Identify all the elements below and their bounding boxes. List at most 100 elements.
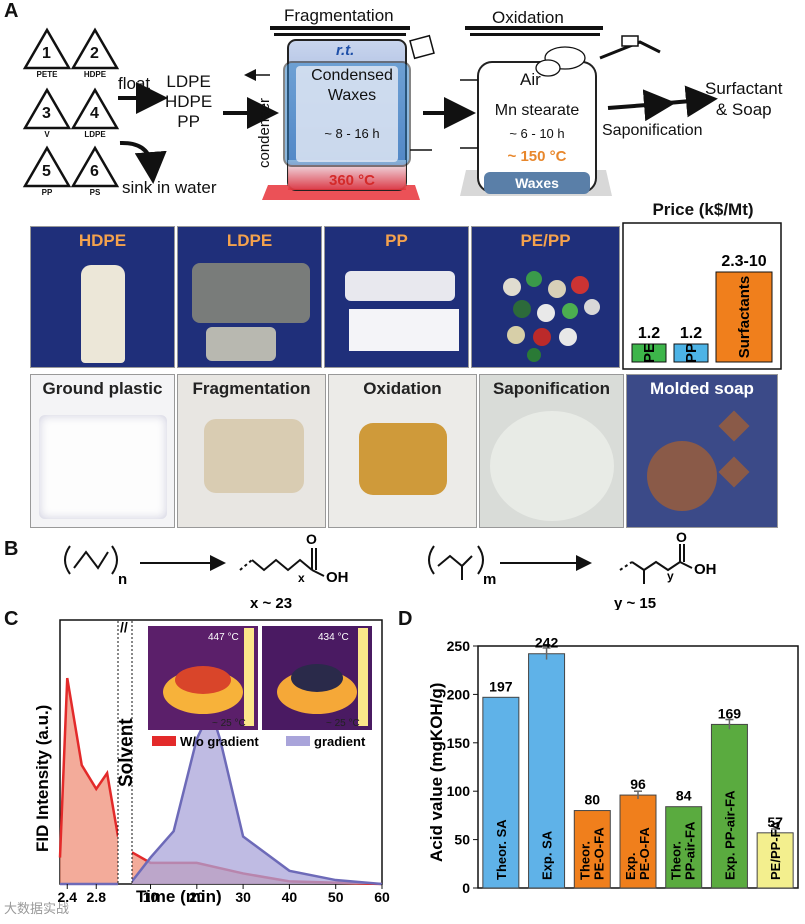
photo-caption: LDPE [226,231,273,250]
photo-caption: PE/PP [520,231,571,250]
acid-bar [619,794,657,889]
photo-caption: Oxidation [363,379,442,398]
oh-1: OH [326,569,349,586]
recycle-triangle-icon [22,27,72,70]
sub-x: x [298,571,305,585]
inset-temp-left-top: 447 °C [208,632,239,643]
process-scheme: 1 2 3 4 5 6 [22,26,718,200]
x-tick-label: 30 [235,889,251,905]
bar-value-label: 80 [584,792,600,808]
frag-text: Condensed Waxes [300,66,404,106]
x-tick-label: 20 [189,889,205,905]
photo-fragmentation: Fragmentation [177,374,326,528]
photo-caption: Molded soap [650,379,754,398]
recycle-triangle-icon [70,145,120,188]
photo-hdpe: HDPE [30,226,175,368]
recycle-code-abbr: HDPE [83,70,107,79]
photo-pepp: PE/PP [471,226,620,368]
fragmentation-title: Fragmentation [284,6,394,25]
photo-ldpe: LDPE [177,226,322,368]
plastic-hdpe: HDPE [165,92,213,111]
acid-bar [573,810,611,889]
ox-catalyst: Mn stearate [494,102,580,119]
recycle-code-number: 2 [90,45,99,62]
photo-pp: PP [324,226,469,368]
ox-air: Air [520,70,541,89]
bar-category-label: Exp.PE-O-FA [623,827,652,880]
sub-n: n [118,571,127,588]
surfactant-line2: & Soap [715,100,772,119]
price-title: Price (k$/Mt) [652,200,754,219]
bar-value-label: 169 [718,705,742,721]
frag-line2: Waxes [327,87,377,104]
recycle-code-number: 5 [42,163,51,180]
photo-saponification: Saponification [479,374,624,528]
saponification-label: Saponification [602,122,703,139]
bar-category-label: Theor.PE-O-FA [577,827,606,880]
recycle-code-number: 4 [90,105,99,122]
photo-caption: PP [385,231,408,250]
price-value: 1.2 [680,325,702,342]
bar-category-label: Exp. PP-air-FA [722,790,737,880]
recycle-symbols: 1 2 3 4 5 6 [22,27,120,188]
acid-bar [710,723,748,889]
acid-bar [482,696,520,889]
y-axis-label: Acid value (mgKOH/g) [427,683,446,862]
y-value: y ~ 15 [614,595,656,610]
surfactant-label: Surfactant & Soap [705,78,783,120]
y-axis-label: FID Intensity (a.u.) [33,705,52,852]
bar-category-label: Exp. SA [540,830,555,880]
y-tick-label: 250 [447,638,471,654]
photo-molded-soap: Molded soap [626,374,778,528]
recycle-triangle-icon [70,27,120,70]
svg-text://: // [120,619,128,635]
photo-caption: Ground plastic [42,379,163,398]
bar-value-label: 197 [489,678,513,694]
watermark: 大数据实战 [4,901,70,916]
price-bar-label: PP [683,343,700,363]
recycle-triangle-icon [22,145,72,188]
x-tick-label: 60 [374,889,390,905]
price-bar-label: Surfactants [736,276,753,359]
y-tick-label: 100 [447,783,471,799]
sub-m: m [483,571,496,588]
plastic-pp: PP [177,112,200,131]
bar-category-label: PE/PP-FA [768,820,783,880]
price-bar-label: PE [641,343,658,363]
bar-category-label: Theor. SA [494,819,509,880]
carbonyl-o-2: O [676,530,687,545]
y-tick-label: 200 [447,686,471,702]
oxidation-title: Oxidation [492,8,564,27]
bar-value-label: 84 [676,788,692,804]
frag-temp: 360 °C [328,172,376,189]
recycle-code-abbr: PP [41,188,53,197]
inset-temp-right-bottom: ~ 25 °C [326,718,360,729]
x-tick-label: 10 [143,889,159,905]
reaction-scheme: n m x y O O OH OH x ~ 23 y ~ 15 [64,530,717,610]
photo-ground-plastic: Ground plastic [30,374,175,528]
inset-temp-right-top: 434 °C [318,632,349,643]
series-area-right [132,709,382,884]
recycle-code-abbr: PETE [36,70,58,79]
acid-bar [756,832,794,889]
sink-label: sink in water [122,178,217,197]
acid-value-chart: 0 50 100 150 200 250 197 Theor. SA 242 Exp. SA 80… [427,635,799,896]
x-axis-label: Time (min) [136,887,222,906]
bar-category-label: Theor.PP-air-FA [669,821,698,880]
x-tick-label: 2.4 [58,889,78,905]
price-value: 2.3-10 [721,253,766,270]
panel-d-label: D [398,608,413,630]
bar-value-label: 242 [535,635,559,651]
panel-c-label: C [4,608,19,630]
carbonyl-o-1: O [306,531,317,547]
ox-time: ~ 6 - 10 h [509,126,565,141]
recycle-triangle-icon [22,87,72,130]
price-value: 1.2 [638,325,660,342]
y-tick-label: 0 [462,880,470,896]
recycle-code-number: 1 [42,45,51,62]
acid-bar [528,653,566,889]
solvent-label: Solvent [116,718,137,787]
acid-bar [665,806,703,889]
recycle-code-abbr: PS [89,188,101,197]
recycle-triangle-icon [70,87,120,130]
